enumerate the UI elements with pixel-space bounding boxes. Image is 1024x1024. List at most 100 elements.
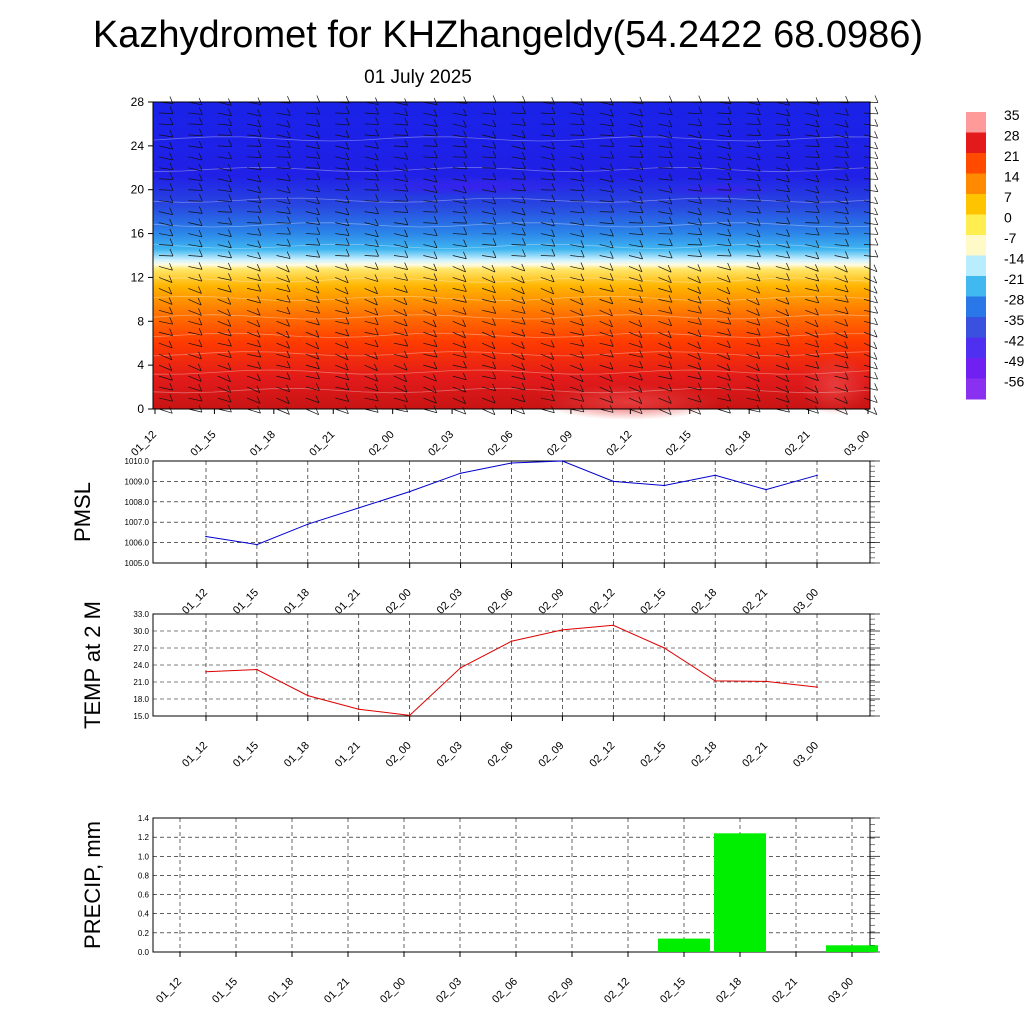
wind-barb-flag xyxy=(404,217,409,225)
wind-barb xyxy=(658,266,672,273)
wind-barb-flag xyxy=(286,185,291,194)
wind-barb-flag xyxy=(198,317,203,326)
wind-barb xyxy=(276,222,291,224)
wind-barb xyxy=(863,134,878,139)
wind-barb-flag xyxy=(433,109,438,117)
wind-barb xyxy=(482,134,496,139)
wind-barb-flag xyxy=(786,284,790,293)
wind-barb xyxy=(158,200,173,203)
x-tick-label: 02_00 xyxy=(384,740,414,770)
wind-barb xyxy=(658,353,672,359)
wind-barb xyxy=(393,320,408,327)
wind-barb-flag xyxy=(463,206,467,214)
wind-barb-flag xyxy=(521,394,526,402)
wind-barb-flag xyxy=(169,306,173,315)
wind-barb-flag xyxy=(845,251,849,259)
wind-barb-flag xyxy=(433,273,438,281)
wind-barb xyxy=(276,277,290,283)
wind-barb-flag xyxy=(403,308,408,317)
wind-barb xyxy=(834,134,849,139)
wind-barb xyxy=(305,375,320,380)
wind-barb-flag xyxy=(550,307,555,315)
data-point xyxy=(408,714,411,717)
wind-barb xyxy=(276,375,291,380)
wind-barb xyxy=(217,408,232,413)
wind-barb xyxy=(364,156,379,161)
colorbar-label: -42 xyxy=(1004,333,1024,349)
wind-barb-flag xyxy=(757,183,761,191)
x-tick-label: 02_03 xyxy=(435,587,465,617)
wind-barb-flag xyxy=(522,237,526,246)
wind-barb xyxy=(658,156,673,159)
wind-barb-flag xyxy=(667,265,672,273)
wind-barb-flag xyxy=(697,329,702,337)
wind-barb-flag xyxy=(580,404,585,413)
wind-barb-flag xyxy=(698,172,703,180)
wind-barb-flag xyxy=(580,140,585,148)
wind-barb-flag xyxy=(491,341,496,349)
x-tick-label: 02_12 xyxy=(602,976,632,1006)
wind-barb-flag xyxy=(315,395,320,403)
wind-barb-flag xyxy=(227,395,232,403)
wind-barb-flag xyxy=(433,163,438,171)
wind-barb-flag xyxy=(874,306,879,314)
wind-barb-flag xyxy=(845,140,849,148)
wind-barb-flag xyxy=(756,239,761,248)
wind-barb xyxy=(364,375,378,382)
wind-barb xyxy=(305,277,319,284)
wind-barb xyxy=(628,375,643,381)
wind-barb-flag xyxy=(522,183,526,191)
wind-barb xyxy=(658,299,673,303)
wind-barb xyxy=(599,342,614,347)
wind-barb-flag xyxy=(580,262,585,270)
wind-barb-flag xyxy=(874,295,878,304)
wind-barb xyxy=(158,134,173,138)
wind-barb xyxy=(863,375,878,380)
wind-barb xyxy=(834,364,849,369)
wind-barb-flag xyxy=(668,361,673,369)
wind-barb xyxy=(540,200,555,203)
wind-barb xyxy=(276,408,290,415)
wind-barb xyxy=(305,397,320,404)
wind-barb-flag xyxy=(492,318,496,326)
wind-barb xyxy=(834,320,848,327)
wind-barb xyxy=(188,255,203,257)
x-tick-label: 02_06 xyxy=(486,429,516,459)
wind-barb-flag xyxy=(285,264,290,273)
wind-barb-flag xyxy=(492,131,497,139)
wind-barb-flag xyxy=(845,108,849,116)
wind-barb xyxy=(335,200,350,204)
wind-barb-flag xyxy=(727,207,732,215)
wind-barb-flag xyxy=(786,273,790,281)
wind-barb xyxy=(158,244,173,246)
wind-barb-flag xyxy=(639,185,643,194)
wind-barb-flag xyxy=(726,352,731,360)
wind-barb-flag xyxy=(580,117,585,125)
wind-barb-flag xyxy=(169,248,174,257)
wind-barb-flag xyxy=(287,216,291,224)
y-tick-label: 21.0 xyxy=(133,678,149,687)
wind-barb xyxy=(217,101,232,106)
wind-barb xyxy=(687,112,702,115)
wind-barb-flag xyxy=(727,106,732,114)
x-tick-label: 02_00 xyxy=(378,976,408,1006)
wind-barb xyxy=(775,310,789,317)
wind-barb xyxy=(247,266,261,272)
wind-barb xyxy=(834,244,849,247)
wind-barb xyxy=(335,320,350,325)
wind-barb-flag xyxy=(786,118,791,126)
wind-barb-flag xyxy=(492,295,497,303)
wind-barb xyxy=(276,320,290,327)
wind-barb-flag xyxy=(551,106,556,114)
wind-barb xyxy=(599,222,614,225)
wind-barb xyxy=(746,178,761,182)
wind-barb-flag xyxy=(433,174,438,183)
wind-barb-flag xyxy=(315,275,320,284)
wind-barb-flag xyxy=(844,185,849,193)
wind-barb xyxy=(481,408,496,416)
wind-barb xyxy=(335,364,349,371)
wind-barb-flag xyxy=(286,130,291,138)
wind-barb xyxy=(863,167,879,169)
wind-barb-flag xyxy=(815,240,820,248)
colorbar-label: -28 xyxy=(1004,292,1024,308)
